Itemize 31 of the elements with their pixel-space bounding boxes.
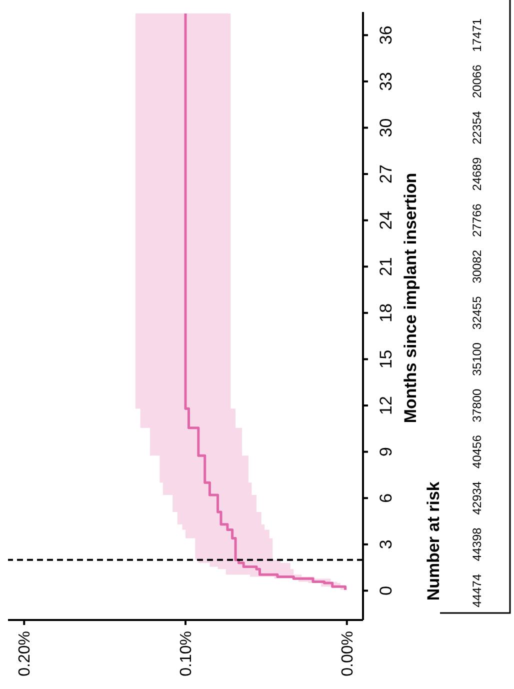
text: 27766 (470, 203, 484, 238)
y-tick-label: 18 (376, 303, 396, 322)
text: 37800 (470, 388, 484, 422)
y-tick-label: 15 (376, 350, 396, 369)
text: 40456 (470, 434, 484, 468)
y-tick-label: 12 (376, 396, 396, 415)
text: 32455 (470, 296, 484, 330)
y-tick-label: 21 (376, 257, 396, 276)
text: 42934 (470, 481, 484, 515)
text: 20066 (470, 64, 484, 98)
x-tick-label: 0.10% (178, 631, 196, 676)
y-tick-label: 0 (376, 586, 396, 596)
x-tick-label: 0.20% (16, 631, 34, 676)
y-tick-label: 24 (376, 210, 396, 230)
y-tick-label: 3 (376, 540, 396, 550)
y-tick-label: 36 (376, 26, 396, 45)
text: 44398 (470, 527, 484, 562)
text: 44474 (470, 574, 484, 608)
text: Number at risk (424, 481, 443, 601)
text: 30082 (470, 250, 484, 284)
text: 17471 (470, 18, 484, 52)
text: 22354 (470, 110, 484, 144)
y-tick-label: 9 (376, 447, 396, 457)
text: 24689 (470, 157, 484, 191)
y-tick-label: 6 (376, 493, 396, 503)
y-tick-label: 27 (376, 164, 396, 184)
y-tick-label: 30 (376, 118, 396, 138)
y-axis-title: Months since implant insertion (400, 172, 420, 424)
x-tick-label: 0.00% (339, 631, 356, 676)
y-tick-label: 33 (376, 72, 396, 91)
text: 35100 (470, 342, 484, 376)
